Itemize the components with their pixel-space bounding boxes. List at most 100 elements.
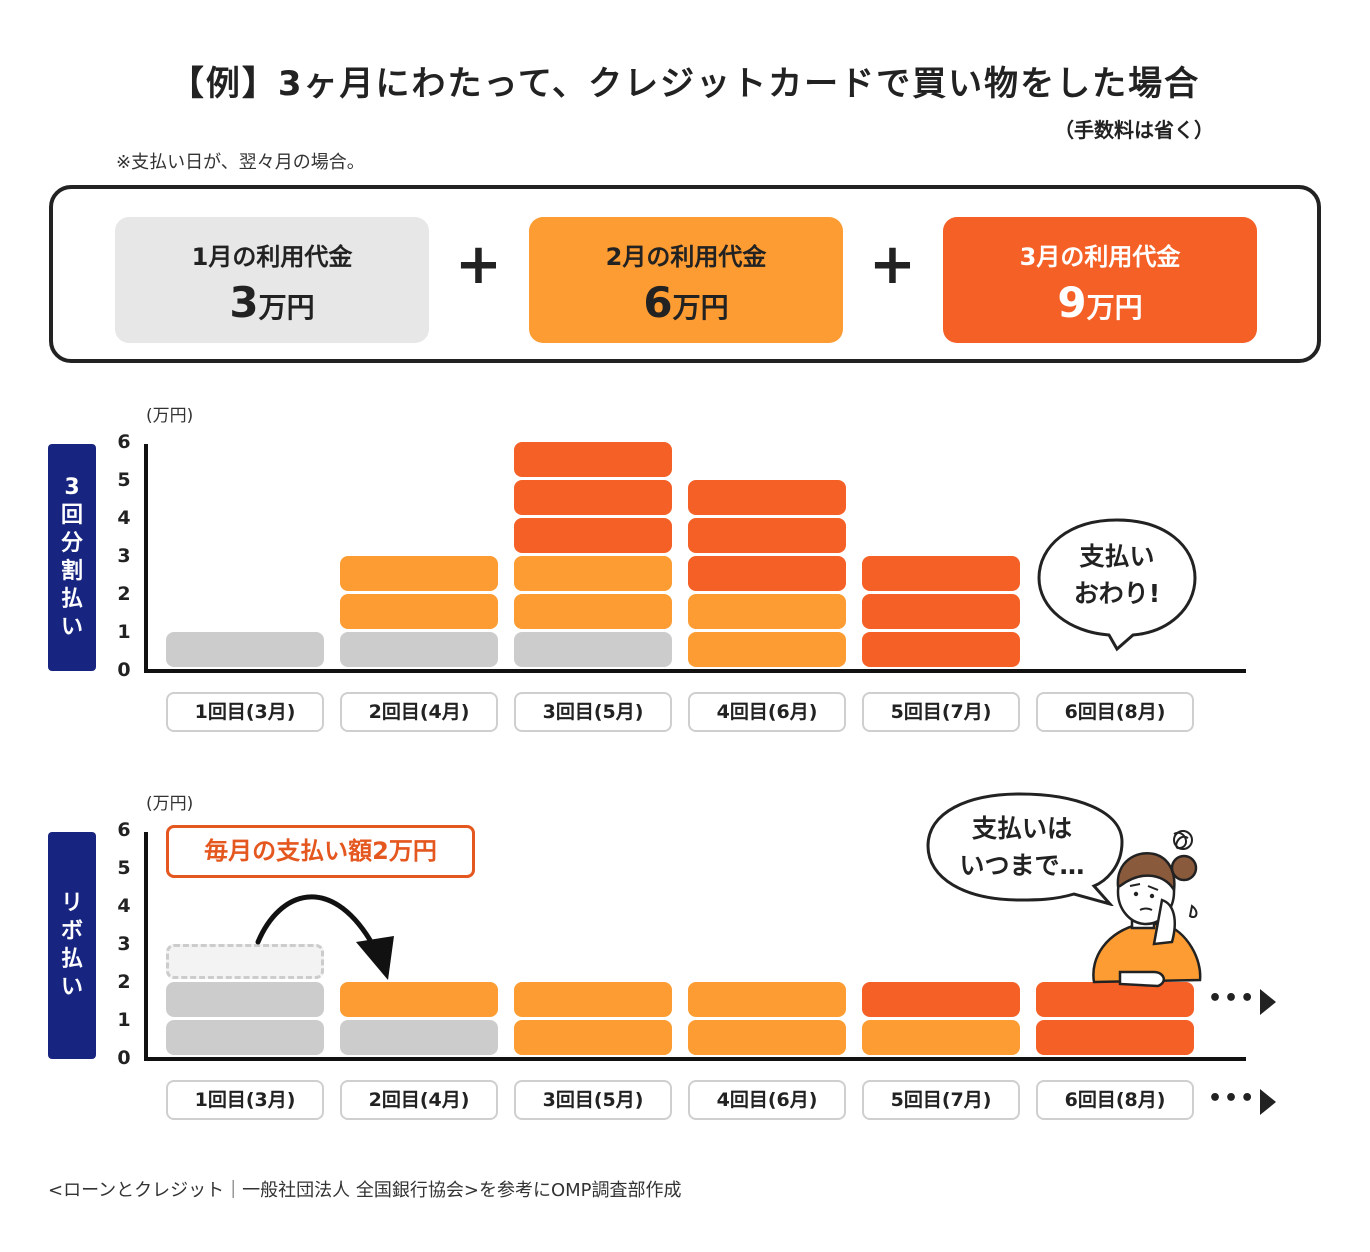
bar-segment-3-month	[862, 982, 1020, 1017]
x-axis	[144, 669, 1246, 673]
usage-label: 3月の利用代金	[1019, 243, 1181, 271]
x-category-label: 4回目(6月)	[688, 692, 846, 732]
x-category-label: 4回目(6月)	[688, 1080, 846, 1120]
usage-amount: 6万円	[529, 278, 843, 327]
usage-amount: 3万円	[115, 278, 429, 327]
bar-segment-2-month	[514, 594, 672, 629]
bar-segment-2-month	[862, 1020, 1020, 1055]
bar-segment-2-month	[688, 632, 846, 667]
speech-bubble-icon	[1037, 518, 1197, 652]
bar-segment-3-month	[688, 518, 846, 553]
bar-segment-2-month	[514, 982, 672, 1017]
side-label-char: ボ	[60, 918, 83, 944]
side-label-char: 分	[60, 530, 83, 556]
bar-segment-1-month	[166, 1020, 324, 1055]
side-label-char: 3	[64, 474, 80, 500]
bar-segment-2-month	[340, 594, 498, 629]
x-category-label: 6回目(8月)	[1036, 692, 1194, 732]
y-tick-label: 1	[117, 1009, 131, 1031]
y-tick-label: 5	[117, 857, 131, 879]
bubble-line: おわり!	[1073, 579, 1161, 608]
x-category-label: 1回目(3月)	[166, 1080, 324, 1120]
y-axis-unit: (万円)	[146, 406, 194, 426]
bubble-line: 支払いは	[971, 814, 1072, 843]
x-axis	[144, 1057, 1246, 1061]
stress-scribble-icon	[1173, 830, 1193, 850]
usage-amount: 9万円	[943, 278, 1257, 327]
bar-segment-3-month	[862, 632, 1020, 667]
plus-icon: +	[869, 232, 916, 297]
usage-box-march: 3月の利用代金 9万円	[943, 217, 1257, 343]
bar-segment-1-month	[340, 632, 498, 667]
revolving-payment-label: リボ払い	[48, 832, 96, 1059]
continue-arrow-icon	[1260, 1089, 1276, 1115]
y-tick-label: 4	[117, 895, 131, 917]
amount-unit: 万円	[672, 291, 729, 324]
bar-segment-2-month	[340, 982, 498, 1017]
x-category-label: 1回目(3月)	[166, 692, 324, 732]
y-tick-label: 0	[117, 1047, 131, 1069]
bar-segment-2-month	[340, 556, 498, 591]
continue-arrow-icon	[1260, 989, 1276, 1015]
y-tick-label: 5	[117, 469, 131, 491]
y-tick-label: 4	[117, 507, 131, 529]
side-label-char: 割	[60, 558, 83, 584]
bar-segment-1-month	[340, 1020, 498, 1055]
bar-segment-3-month	[1036, 1020, 1194, 1055]
payment-date-note: ※支払い日が、翌々月の場合。	[116, 152, 365, 173]
bar-segment-3-month	[688, 556, 846, 591]
y-tick-label: 3	[117, 545, 131, 567]
y-axis	[144, 444, 148, 673]
y-axis	[144, 832, 148, 1061]
bubble-line: いつまで…	[959, 851, 1085, 880]
x-category-label: 5回目(7月)	[862, 692, 1020, 732]
bar-segment-3-month	[862, 594, 1020, 629]
amount-number: 3	[229, 278, 259, 327]
side-label-char: 回	[60, 502, 83, 528]
amount-number: 9	[1057, 278, 1087, 327]
bar-segment-2-month	[688, 594, 846, 629]
monthly-payment-callout: 毎月の支払い額2万円	[166, 825, 475, 878]
bar-segment-1-month	[166, 982, 324, 1017]
side-label-char: リ	[60, 890, 83, 916]
x-category-label: 2回目(4月)	[340, 692, 498, 732]
plus-icon: +	[455, 232, 502, 297]
usage-box-february: 2月の利用代金 6万円	[529, 217, 843, 343]
y-tick-label: 3	[117, 933, 131, 955]
carryover-arrow-icon	[255, 894, 394, 980]
continues-dots: •••	[1208, 1086, 1257, 1111]
x-category-label: 3回目(5月)	[514, 1080, 672, 1120]
side-label-char: い	[60, 614, 83, 640]
bar-segment-2-month	[688, 1020, 846, 1055]
y-tick-label: 6	[117, 819, 131, 841]
y-axis-unit: (万円)	[146, 794, 194, 814]
source-credit: <ローンとクレジット｜一般社団法人 全国銀行協会>を参考にOMP調査部作成	[48, 1180, 682, 1201]
usage-box-january: 1月の利用代金 3万円	[115, 217, 429, 343]
bar-segment-3-month	[1036, 982, 1194, 1017]
y-tick-label: 2	[117, 583, 131, 605]
bar-segment-2-month	[514, 556, 672, 591]
fee-note: （手数料は省く）	[1054, 118, 1214, 142]
bar-segment-1-month	[514, 632, 672, 667]
when-will-it-end-bubble: 支払いは いつまで…	[924, 790, 1128, 907]
bar-segment-2-month	[514, 1020, 672, 1055]
payment-finished-bubble: 支払い おわり!	[1035, 516, 1199, 652]
bar-segment-3-month	[862, 556, 1020, 591]
x-category-label: 6回目(8月)	[1036, 1080, 1194, 1120]
y-tick-label: 6	[117, 431, 131, 453]
continues-dots: •••	[1208, 986, 1257, 1011]
y-tick-label: 2	[117, 971, 131, 993]
y-tick-label: 0	[117, 659, 131, 681]
amount-unit: 万円	[1086, 291, 1143, 324]
x-category-label: 3回目(5月)	[514, 692, 672, 732]
worried-woman-illustration	[1092, 830, 1202, 988]
usage-label: 1月の利用代金	[191, 243, 353, 271]
bar-segment-3-month	[514, 518, 672, 553]
bubble-line: 支払い	[1079, 542, 1155, 571]
bar-segment-3-month	[514, 442, 672, 477]
side-label-char: 払	[60, 946, 83, 972]
x-category-label: 2回目(4月)	[340, 1080, 498, 1120]
speech-bubble-icon	[926, 792, 1124, 907]
y-tick-label: 1	[117, 621, 131, 643]
